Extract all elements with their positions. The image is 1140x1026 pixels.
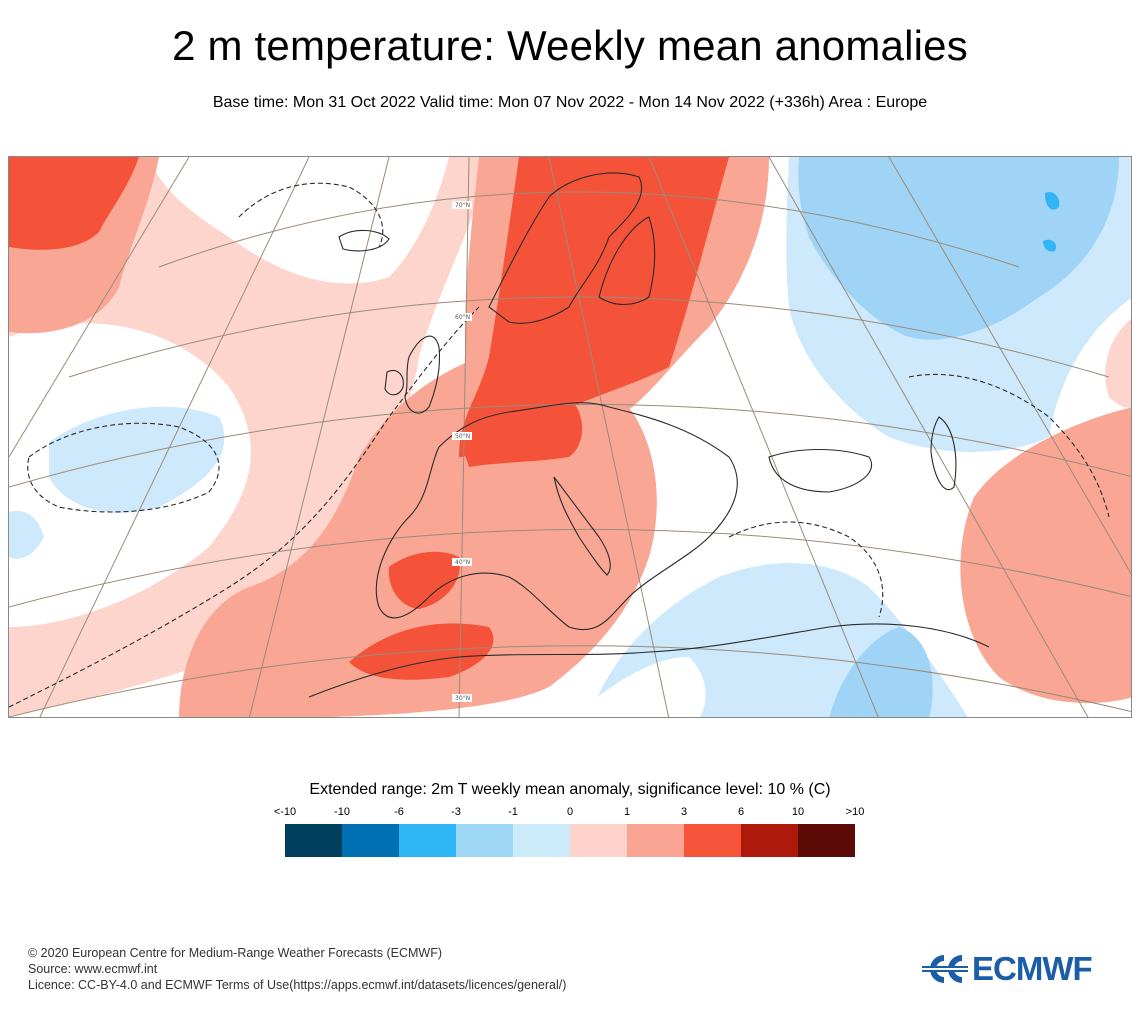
legend-swatch — [456, 824, 513, 857]
graticule-lat-70 — [158, 191, 1020, 268]
legend-tick: -6 — [394, 806, 404, 818]
coast-north-africa — [308, 623, 990, 698]
coast-caspian — [930, 416, 957, 490]
lat-label-40: 40°N — [455, 559, 470, 566]
map-region-cool-light-west — [9, 510, 44, 559]
lat-label-30: 30°N — [455, 695, 470, 702]
coast-ireland — [384, 369, 404, 396]
logo-mark-c-left — [930, 955, 944, 983]
graticule-lon-8 — [9, 157, 190, 458]
significance-contours — [9, 182, 1110, 708]
legend-tick: 1 — [623, 806, 631, 818]
lat-label-60: 60°N — [455, 314, 470, 321]
map-region-warm-strong-iberia — [388, 551, 460, 609]
contour-3 — [728, 521, 884, 618]
legend-ticks: <-10 -10 -6 -3 -1 0 1 3 6 10 >10 — [257, 806, 884, 820]
legend-tick: -10 — [334, 806, 350, 818]
coast-britain — [404, 335, 441, 414]
legend-swatch — [684, 824, 741, 857]
legend-swatch — [741, 824, 798, 857]
footer-licence: Licence: CC-BY-4.0 and ECMWF Terms of Us… — [28, 978, 567, 992]
contour-2 — [9, 306, 480, 708]
logo-mark-gap — [922, 968, 968, 970]
graticule-lat-50 — [9, 403, 1131, 488]
legend-tick: <-10 — [273, 806, 297, 818]
coast-iceland — [338, 229, 390, 252]
ecmwf-logo: ECMWF — [922, 950, 1117, 988]
graticule-lon-7 — [888, 157, 1131, 575]
legend-swatch — [627, 824, 684, 857]
legend-tick: -3 — [451, 806, 461, 818]
lat-box-70 — [452, 201, 472, 209]
lat-label-50: 50°N — [455, 433, 470, 440]
legend-tick: 0 — [566, 806, 574, 818]
graticule-lon-6 — [768, 157, 1089, 717]
graticule-lon-4 — [548, 157, 670, 717]
footer-source: Source: www.ecmwf.int — [28, 962, 158, 976]
legend-swatch — [285, 824, 342, 857]
contour-5 — [238, 182, 384, 248]
lat-box-40 — [452, 558, 472, 566]
map-region-warm-medium-middle-east — [960, 407, 1131, 703]
latitude-labels: 70°N 60°N 50°N 40°N 30°N — [452, 201, 472, 702]
legend-colorbar — [285, 824, 855, 857]
coast-continental — [375, 402, 738, 631]
logo-mark-c-right — [948, 955, 962, 983]
graticule-lat-30 — [9, 645, 1131, 717]
legend-swatch — [342, 824, 399, 857]
coast-scandinavia — [488, 172, 643, 324]
map-region-warm-strong-greenland — [9, 157, 139, 250]
coast-finland — [598, 216, 656, 306]
map-coastlines — [308, 172, 990, 698]
coast-black-sea — [768, 449, 872, 493]
anomaly-map: 70°N 60°N 50°N 40°N 30°N — [9, 157, 1131, 717]
map-region-cool-strong-russia-2 — [1043, 239, 1057, 252]
lat-box-60 — [452, 313, 472, 321]
page-subtitle: Base time: Mon 31 Oct 2022 Valid time: M… — [212, 94, 928, 111]
legend-tick: 3 — [680, 806, 688, 818]
map-panel: 70°N 60°N 50°N 40°N 30°N — [8, 156, 1132, 718]
legend-tick: -1 — [508, 806, 518, 818]
ecmwf-logo-text: ECMWF — [972, 950, 1093, 987]
coast-italy — [553, 476, 611, 576]
map-region-neutral-north — [149, 157, 449, 284]
lat-box-50 — [452, 432, 472, 440]
map-region-warm-strong-central — [459, 397, 583, 467]
legend-swatch — [570, 824, 627, 857]
map-region-cool-medium-mediterranean — [829, 627, 933, 717]
map-region-warm-strong-scandinavia — [459, 157, 729, 457]
graticule-lat-40 — [9, 528, 1131, 608]
footer-credits: © 2020 European Centre for Medium-Range … — [28, 945, 566, 993]
map-region-warm-light-middle-east — [1105, 318, 1131, 408]
legend-tick: 6 — [737, 806, 745, 818]
map-region-neutral-east — [694, 347, 842, 525]
page-title: 2 m temperature: Weekly mean anomalies — [172, 22, 968, 69]
legend-swatch — [399, 824, 456, 857]
footer-copyright: © 2020 European Centre for Medium-Range … — [28, 946, 443, 960]
contour-4 — [908, 373, 1110, 518]
map-region-cool-strong-russia-1 — [1045, 191, 1060, 210]
legend-title: Extended range: 2m T weekly mean anomaly… — [309, 781, 831, 798]
legend-tick: 10 — [791, 806, 805, 818]
legend-tick: >10 — [845, 806, 865, 818]
legend-swatch — [798, 824, 855, 857]
legend-swatch — [513, 824, 570, 857]
lat-box-30 — [452, 694, 472, 702]
map-region-neutral-africa-east — [571, 657, 706, 717]
map-region-cool-light-atlantic — [49, 406, 225, 513]
ecmwf-logo-icon — [922, 955, 968, 983]
lat-label-70: 70°N — [455, 202, 470, 209]
contour-1 — [27, 422, 220, 513]
graticule-lon-3 — [39, 157, 310, 717]
